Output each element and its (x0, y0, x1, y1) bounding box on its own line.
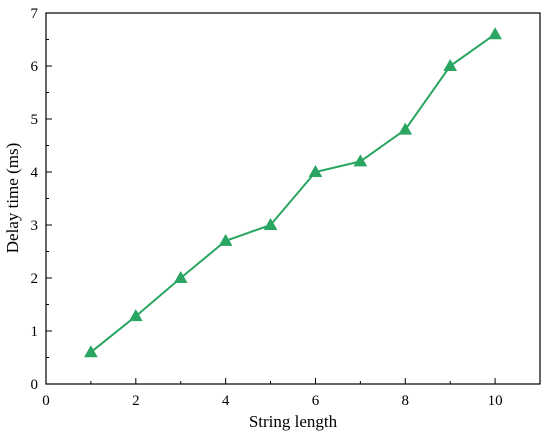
data-point-marker (263, 217, 278, 230)
y-tick-label: 5 (31, 112, 39, 128)
x-tick-label: 8 (402, 393, 410, 409)
series-layer (84, 27, 502, 358)
data-point-marker (353, 154, 368, 167)
data-point-marker (488, 27, 502, 40)
x-tick-label: 10 (488, 393, 503, 409)
data-point-marker (308, 164, 323, 177)
data-point-marker (128, 309, 143, 322)
x-tick-label: 4 (222, 393, 230, 409)
data-point-marker (173, 270, 188, 283)
x-tick-label: 0 (42, 393, 50, 409)
y-tick-label: 1 (31, 324, 39, 340)
x-axis: 0 2 4 6 8 10 (42, 378, 503, 409)
data-point-marker (218, 233, 233, 246)
y-tick-label: 4 (31, 165, 39, 181)
x-tick-label: 6 (312, 393, 320, 409)
data-point-marker (443, 58, 458, 71)
y-tick-label: 3 (31, 218, 39, 234)
data-point-marker (84, 345, 98, 358)
x-tick-label: 2 (132, 393, 140, 409)
y-tick-label: 0 (31, 377, 39, 393)
x-axis-title: String length (249, 412, 338, 431)
data-point-marker (398, 122, 413, 135)
y-tick-label: 2 (31, 271, 39, 287)
y-axis-title: Delay time (ms) (3, 143, 22, 253)
y-tick-label: 7 (31, 6, 39, 22)
series-line (90, 33, 496, 353)
y-axis: 0 1 2 3 4 5 6 7 (31, 6, 52, 393)
y-tick-label: 6 (31, 59, 39, 75)
